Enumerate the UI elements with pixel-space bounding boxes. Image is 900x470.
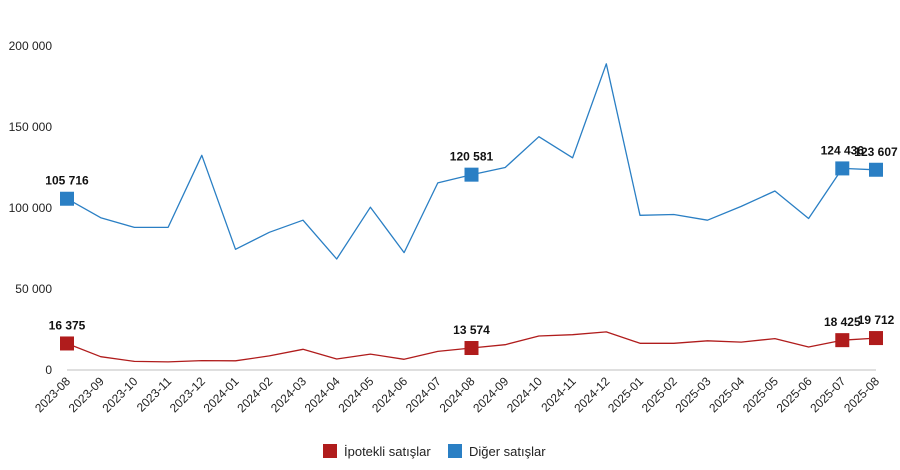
series-marker-1: [60, 191, 74, 206]
x-tick-label: 2024-04: [302, 374, 343, 415]
data-label: 13 574: [453, 323, 490, 337]
legend-label: İpotekli satışlar: [344, 444, 431, 459]
series-marker-0: [60, 336, 74, 351]
legend-label: Diğer satışlar: [469, 444, 546, 459]
series-marker-0: [464, 341, 479, 356]
x-tick-label: 2025-01: [605, 374, 646, 415]
x-tick-label: 2023-09: [66, 374, 107, 415]
data-label: 18 425: [824, 315, 861, 329]
data-label: 19 712: [858, 313, 895, 327]
y-tick-label: 150 000: [9, 120, 53, 134]
x-tick-label: 2024-02: [234, 374, 275, 415]
x-tick-label: 2025-02: [639, 374, 680, 415]
data-label: 16 375: [49, 318, 86, 332]
y-axis: 0 50 000 100 000 150 000 200 000: [9, 39, 53, 377]
x-tick-label: 2023-12: [167, 374, 208, 415]
data-label: 120 581: [450, 150, 494, 164]
x-tick-label: 2024-05: [335, 374, 376, 415]
x-tick-label: 2025-06: [774, 374, 815, 415]
x-tick-label: 2024-01: [201, 374, 242, 415]
data-label: 105 716: [45, 174, 89, 188]
x-tick-label: 2023-11: [134, 374, 175, 415]
y-tick-label: 50 000: [15, 282, 52, 296]
series-marker-1: [869, 162, 883, 177]
x-tick-label: 2025-03: [673, 374, 714, 415]
data-label: 124 436: [821, 143, 865, 157]
x-tick-label: 2025-05: [740, 374, 781, 415]
y-tick-label: 200 000: [9, 39, 53, 53]
legend-swatch-0: [323, 444, 337, 458]
x-tick-label: 2025-07: [807, 374, 848, 415]
x-tick-label: 2024-10: [504, 374, 545, 415]
series-marker-1: [835, 161, 850, 176]
legend: İpotekli satışlar Diğer satışlar: [323, 444, 546, 459]
x-tick-label: 2023-10: [99, 374, 140, 415]
data-label: 123 607: [854, 145, 898, 159]
x-tick-label: 2024-12: [571, 374, 612, 415]
series-layer: [60, 63, 883, 363]
series-marker-1: [464, 167, 479, 182]
x-tick-label: 2024-08: [437, 374, 478, 415]
legend-swatch-1: [448, 444, 462, 458]
x-tick-label: 2024-06: [369, 374, 410, 415]
series-marker-0: [869, 331, 883, 346]
x-tick-label: 2024-09: [470, 374, 511, 415]
x-tick-label: 2024-07: [403, 374, 444, 415]
y-tick-label: 0: [45, 363, 52, 377]
x-axis: 2023-082023-092023-102023-112023-122024-…: [32, 369, 882, 415]
x-tick-label: 2025-08: [841, 374, 882, 415]
series-marker-0: [835, 333, 850, 348]
x-tick-label: 2025-04: [706, 374, 747, 415]
x-tick-label: 2024-03: [268, 374, 309, 415]
x-tick-label: 2024-11: [538, 374, 579, 415]
y-tick-label: 100 000: [9, 201, 53, 215]
x-tick-label: 2023-08: [32, 374, 73, 415]
